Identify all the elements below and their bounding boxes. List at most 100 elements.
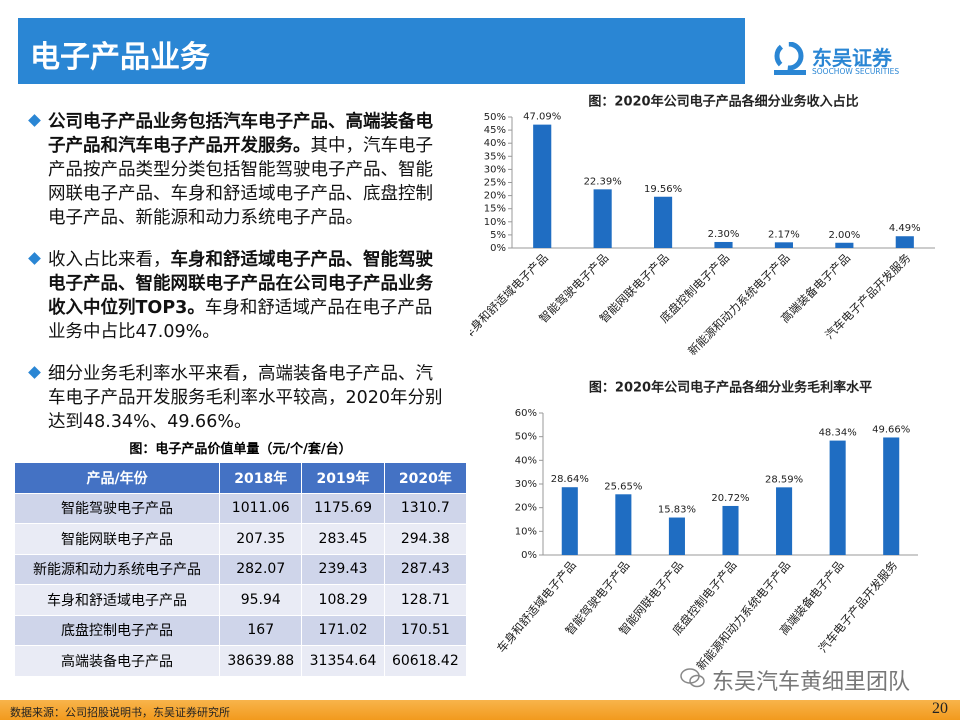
value-label: 19.56% xyxy=(644,184,682,195)
slide-title: 电子产品业务 xyxy=(30,40,210,75)
table-cell: 294.38 xyxy=(383,523,468,555)
table-cell: 207.35 xyxy=(219,523,303,555)
bar xyxy=(829,440,846,555)
bar xyxy=(714,241,733,248)
chart-title: 图：2020年公司电子产品各细分业务收入占比 xyxy=(588,94,858,110)
logo-subtext: SOOCHOW SECURITIES xyxy=(812,67,900,76)
table-cell: 1310.7 xyxy=(383,492,468,524)
table-cell: 282.07 xyxy=(219,553,303,585)
column-header: 2018年 xyxy=(219,462,303,494)
bar xyxy=(776,487,793,555)
y-tick-label: 10% xyxy=(484,217,506,228)
row-label: 底盘控制电子产品 xyxy=(13,614,221,646)
bullet-text: 其中，汽车电子产品按产品类型分类包括智能驾驶电子产品、智能网联电子产品、车身和舒… xyxy=(48,136,433,228)
table-row: 底盘控制电子产品 167 171.02 170.51 xyxy=(13,614,468,646)
bar xyxy=(722,505,739,555)
bullet-paragraph: 细分业务毛利率水平来看，高端装备电子产品、汽车电子产品开发服务毛利率水平较高，2… xyxy=(28,362,446,434)
wechat-icon xyxy=(680,668,705,688)
table-cell: 283.45 xyxy=(301,523,385,555)
bar xyxy=(668,517,685,555)
x-tick-label: 新能源和动力系统电子产品 xyxy=(694,558,793,673)
value-label: 22.39% xyxy=(584,176,622,187)
value-label: 25.65% xyxy=(604,481,642,492)
chart: 图：2020年公司电子产品各细分业务收入占比 0% 5% 10% 15% 20% 25% 30… xyxy=(470,94,935,358)
table-cell: 1175.69 xyxy=(301,492,385,524)
y-tick-label: 40% xyxy=(515,455,537,466)
y-tick-label: 50% xyxy=(484,112,506,123)
y-tick-label: 45% xyxy=(484,125,506,136)
table-header-row: 产品/年份 2018年 2019年 2020年 xyxy=(13,462,468,494)
bullet-text: 收入占比来看， xyxy=(48,250,171,270)
value-label: 2.00% xyxy=(828,230,860,241)
table-row: 智能网联电子产品 207.35 283.45 294.38 xyxy=(13,523,468,555)
table-cell: 170.51 xyxy=(383,614,468,646)
row-label: 高端装备电子产品 xyxy=(13,645,221,677)
page-number: 20 xyxy=(932,700,948,717)
chart: 图：2020年公司电子产品各细分业务毛利率水平 0% 10% 20% 30% 40% 50%… xyxy=(494,380,918,673)
table-cell: 287.43 xyxy=(383,553,468,585)
row-label: 车身和舒适域电子产品 xyxy=(13,584,221,616)
y-tick-label: 60% xyxy=(515,408,537,419)
table-cell: 108.29 xyxy=(301,584,385,616)
bullet-paragraph: 公司电子产品业务包括汽车电子产品、高端装备电子产品和汽车电子产品开发服务。其中，… xyxy=(28,110,446,230)
y-tick-label: 10% xyxy=(515,526,537,537)
header-bar xyxy=(18,18,745,84)
y-tick-label: 50% xyxy=(515,432,537,443)
footer-bar xyxy=(0,700,960,720)
bar xyxy=(593,189,612,248)
bullet-list: 公司电子产品业务包括汽车电子产品、高端装备电子产品和汽车电子产品开发服务。其中，… xyxy=(28,110,446,452)
value-label: 15.83% xyxy=(658,505,696,516)
y-tick-label: 5% xyxy=(490,230,506,241)
y-tick-label: 0% xyxy=(490,243,506,254)
y-tick-label: 20% xyxy=(484,191,506,202)
x-tick-label: 车身和舒适域电子产品 xyxy=(470,251,551,342)
value-label: 2.30% xyxy=(708,229,740,240)
y-tick-label: 40% xyxy=(484,138,506,149)
x-tick-label: 车身和舒适域电子产品 xyxy=(494,558,579,655)
row-label: 智能网联电子产品 xyxy=(13,523,221,555)
bullet-paragraph: 收入占比来看，车身和舒适域电子产品、智能驾驶电子产品、智能网联电子产品在公司电子… xyxy=(28,248,446,344)
value-label: 20.72% xyxy=(711,493,749,504)
value-label: 28.64% xyxy=(551,474,589,485)
row-label: 智能驾驶电子产品 xyxy=(13,492,221,524)
table-cell: 239.43 xyxy=(301,553,385,585)
value-label: 28.59% xyxy=(765,474,803,485)
column-header: 产品/年份 xyxy=(13,462,221,494)
table-row: 高端装备电子产品 38639.88 31354.64 60618.42 xyxy=(13,645,468,677)
table-row: 车身和舒适域电子产品 95.94 108.29 128.71 xyxy=(13,584,468,616)
table-cell: 60618.42 xyxy=(383,645,468,677)
bar xyxy=(654,196,673,248)
table-cell: 1011.06 xyxy=(219,492,303,524)
table-cell: 95.94 xyxy=(219,584,303,616)
logo-icon xyxy=(774,42,806,75)
y-tick-label: 35% xyxy=(484,151,506,162)
column-header: 2020年 xyxy=(383,462,468,494)
bullet-text: 公司电子产品业务包括汽车电子产品、高端装备电子产品和汽车电子产品开发服务。 xyxy=(48,112,433,156)
y-tick-label: 30% xyxy=(515,479,537,490)
x-tick-label: 新能源和动力系统电子产品 xyxy=(685,251,792,358)
bar xyxy=(615,494,632,555)
value-label: 48.34% xyxy=(819,428,857,439)
table-title: 图：电子产品价值单量（元/个/套/台） xyxy=(129,442,352,457)
bullet-text: 车身和舒适域电子产品、智能驾驶电子产品、智能网联电子产品在公司电子产品业务收入中… xyxy=(48,250,433,318)
value-label: 47.09% xyxy=(523,112,561,123)
bar xyxy=(774,242,793,248)
value-label: 4.49% xyxy=(889,223,921,234)
y-tick-label: 0% xyxy=(521,550,537,561)
table-cell: 167 xyxy=(219,614,303,646)
source-note: 数据来源：公司招股说明书，东吴证券研究所 xyxy=(10,706,230,719)
value-label: 2.17% xyxy=(768,229,800,240)
table-cell: 31354.64 xyxy=(301,645,385,677)
table-cell: 128.71 xyxy=(383,584,468,616)
y-tick-label: 30% xyxy=(484,164,506,175)
row-label: 新能源和动力系统电子产品 xyxy=(13,553,221,585)
value-label: 49.66% xyxy=(872,424,910,435)
bar xyxy=(895,236,914,248)
chart-title: 图：2020年公司电子产品各细分业务毛利率水平 xyxy=(589,380,872,396)
table-cell: 38639.88 xyxy=(219,645,303,677)
y-tick-label: 20% xyxy=(515,503,537,514)
bar xyxy=(561,487,578,555)
bullet-text: 车身和舒适域产品在电子产品业务中占比47.09%。 xyxy=(48,298,433,342)
table-row: 智能驾驶电子产品 1011.06 1175.69 1310.7 xyxy=(13,492,468,524)
